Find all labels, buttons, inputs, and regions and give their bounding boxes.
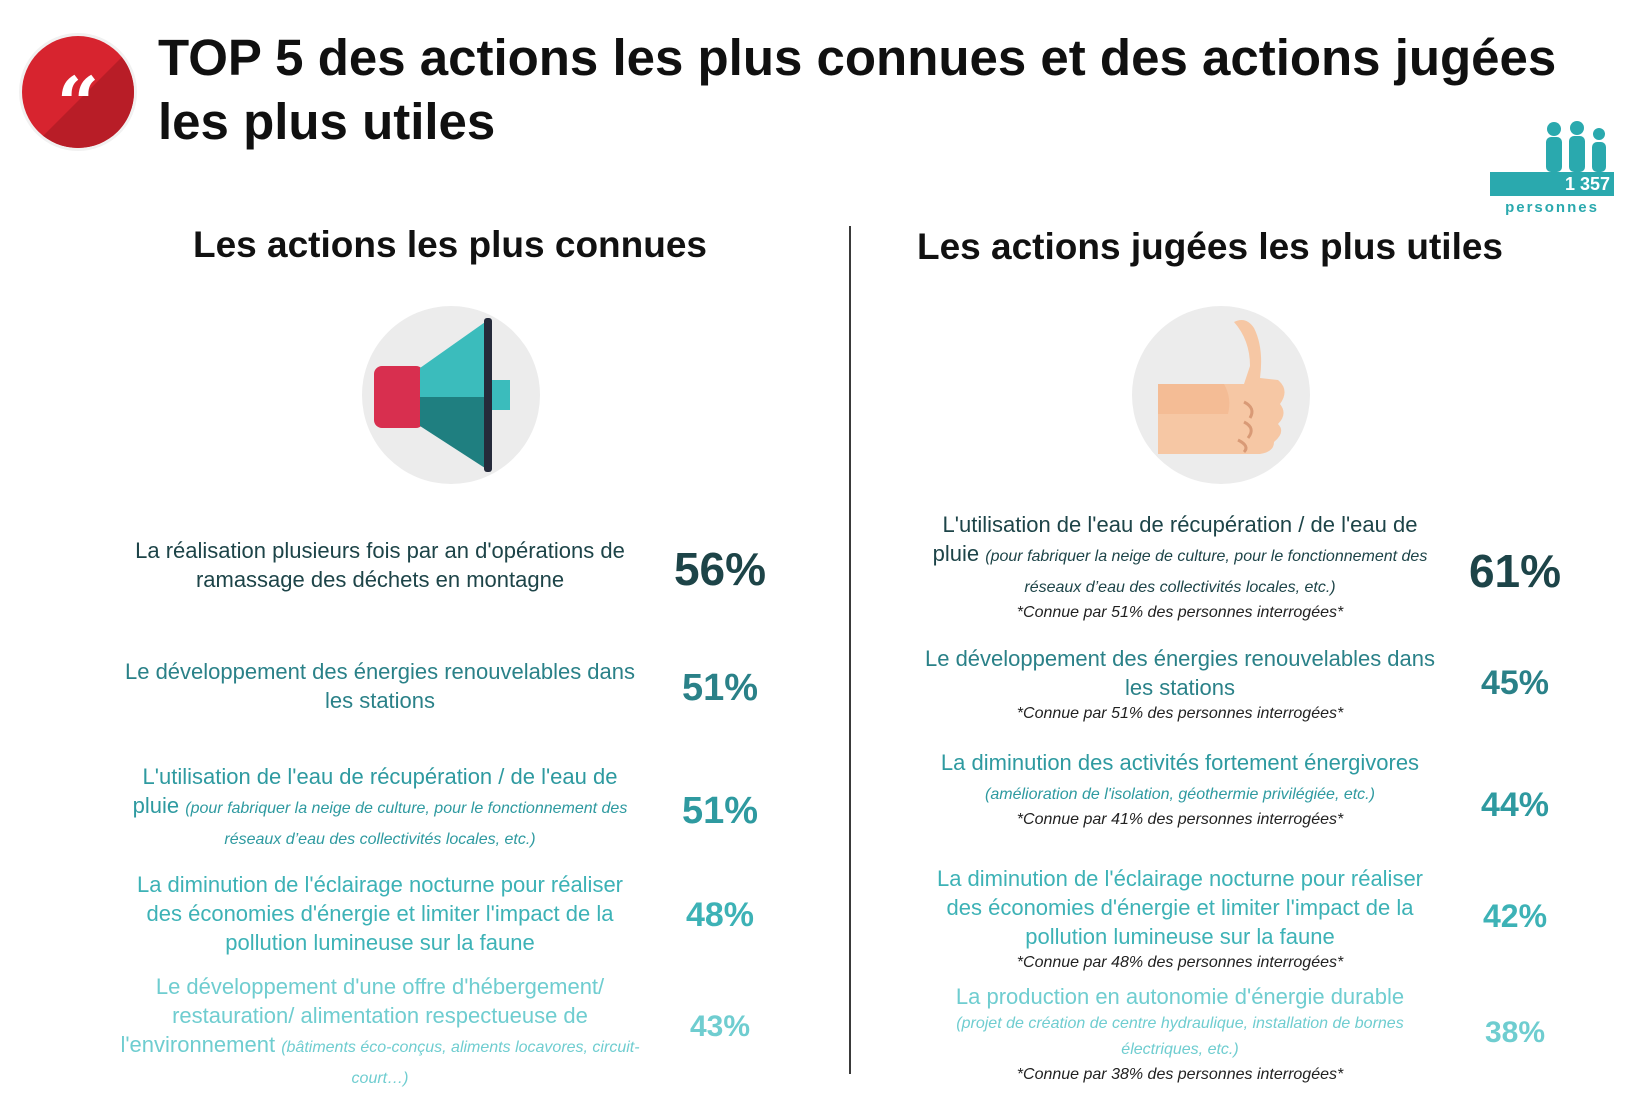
action-text: La diminution de l'éclairage nocturne po… xyxy=(120,870,640,957)
action-note: (projet de création de centre hydrauliqu… xyxy=(956,1015,1404,1058)
action-note: (bâtiments éco-conçus, aliments locavore… xyxy=(281,1039,640,1087)
megaphone-icon xyxy=(374,318,510,472)
known-by-note: *Connue par 51% des personnes interrogée… xyxy=(1016,705,1344,722)
list-item: Le développement des énergies renouvelab… xyxy=(920,644,1580,734)
right-section-title: Les actions jugées les plus utiles xyxy=(916,226,1504,267)
list-item: Le développement d'une offre d'hébergeme… xyxy=(120,972,780,1087)
action-text: La diminution des activités fortement én… xyxy=(920,748,1440,832)
action-percent: 48% xyxy=(685,896,755,934)
action-label: L'utilisation de l'eau de récupération /… xyxy=(132,764,618,818)
action-percent: 61% xyxy=(1468,545,1562,597)
list-item: L'utilisation de l'eau de récupération /… xyxy=(120,762,780,857)
list-item: La production en autonomie d'énergie dur… xyxy=(920,982,1580,1092)
action-note: (pour fabriquer la neige de culture, pou… xyxy=(985,548,1428,596)
action-note: (amélioration de l'isolation, géothermie… xyxy=(985,786,1375,803)
respondents-count: 1 357 xyxy=(1564,174,1610,194)
list-item: La diminution de l'éclairage nocturne po… xyxy=(120,870,780,965)
action-percent: 42% xyxy=(1482,898,1548,934)
action-text: Le développement d'une offre d'hébergeme… xyxy=(120,972,640,1092)
action-percent: 51% xyxy=(681,667,759,709)
known-by-note: *Connue par 41% des personnes interrogée… xyxy=(1016,811,1344,828)
action-label: L'utilisation de l'eau de récupération /… xyxy=(932,512,1418,566)
action-label: Le développement des énergies renouvelab… xyxy=(924,646,1436,700)
action-note: (pour fabriquer la neige de culture, pou… xyxy=(185,800,628,848)
respondents-badge: 1 357 personnes xyxy=(1490,120,1614,216)
respondents-label: personnes xyxy=(1505,199,1599,216)
action-text: La réalisation plusieurs fois par an d'o… xyxy=(120,536,640,594)
megaphone-icon-circle xyxy=(362,306,540,484)
thumbs-up-icon xyxy=(1158,320,1285,454)
known-by-note: *Connue par 51% des personnes interrogée… xyxy=(1016,604,1344,621)
quote-icon: “ xyxy=(22,36,134,148)
list-item: La réalisation plusieurs fois par an d'o… xyxy=(120,532,780,622)
action-percent: 45% xyxy=(1480,664,1550,702)
action-percent: 51% xyxy=(681,790,759,832)
list-item: La diminution des activités fortement én… xyxy=(920,748,1580,858)
list-item: Le développement des énergies renouvelab… xyxy=(120,657,780,727)
action-label: La production en autonomie d'énergie dur… xyxy=(955,984,1405,1009)
action-text: L'utilisation de l'eau de récupération /… xyxy=(920,510,1440,625)
known-by-note: *Connue par 38% des personnes interrogée… xyxy=(1016,1066,1344,1083)
action-text: L'utilisation de l'eau de récupération /… xyxy=(120,762,640,853)
action-label: Le développement d'une offre d'hébergeme… xyxy=(120,974,605,1057)
action-percent: 38% xyxy=(1484,1016,1546,1049)
action-label: La réalisation plusieurs fois par an d'o… xyxy=(135,538,625,592)
column-divider xyxy=(849,226,851,1074)
action-text: La production en autonomie d'énergie dur… xyxy=(920,982,1440,1087)
left-section-title: Les actions les plus connues xyxy=(192,224,708,265)
action-percent: 44% xyxy=(1480,786,1550,824)
action-label: Le développement des énergies renouvelab… xyxy=(124,659,636,713)
action-text: Le développement des énergies renouvelab… xyxy=(120,657,640,715)
action-label: La diminution de l'éclairage nocturne po… xyxy=(936,866,1424,949)
action-text: La diminution de l'éclairage nocturne po… xyxy=(920,864,1440,975)
known-by-note: *Connue par 48% des personnes interrogée… xyxy=(1016,954,1344,971)
thumbs-up-icon-circle xyxy=(1132,306,1310,484)
action-label: La diminution de l'éclairage nocturne po… xyxy=(136,872,624,955)
people-icon xyxy=(1546,121,1606,172)
action-percent: 43% xyxy=(689,1010,751,1043)
action-label: La diminution des activités fortement én… xyxy=(940,750,1420,775)
page-title: TOP 5 des actions les plus connues et de… xyxy=(158,29,1557,150)
action-percent: 56% xyxy=(673,543,767,595)
list-item: La diminution de l'éclairage nocturne po… xyxy=(920,864,1580,974)
action-text: Le développement des énergies renouvelab… xyxy=(920,644,1440,726)
list-item: L'utilisation de l'eau de récupération /… xyxy=(920,510,1580,630)
